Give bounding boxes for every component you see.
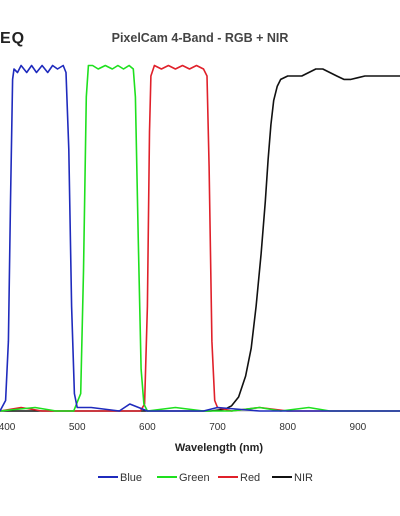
x-tick-label-800: 800 <box>279 422 296 433</box>
x-axis-label: Wavelength (nm) <box>175 442 264 454</box>
legend-label-green: Green <box>179 472 210 484</box>
legend: Blue Green Red NIR <box>98 472 313 484</box>
chart-title: PixelCam 4-Band - RGB + NIR <box>111 31 289 45</box>
series-line-red <box>0 64 400 412</box>
legend-label-blue: Blue <box>120 472 142 484</box>
x-tick-label-700: 700 <box>209 422 226 433</box>
x-tick-label-900: 900 <box>350 422 367 433</box>
logo: EQ <box>0 30 26 47</box>
x-tick-label-600: 600 <box>139 422 156 433</box>
series-lines <box>0 64 400 412</box>
series-line-blue <box>0 64 400 412</box>
legend-label-red: Red <box>240 472 260 484</box>
legend-label-nir: NIR <box>294 472 313 484</box>
x-tick-label-500: 500 <box>69 422 86 433</box>
series-line-green <box>0 64 400 412</box>
x-tick-labels: 400 500 600 700 800 900 <box>0 422 367 433</box>
series-line-nir <box>0 68 400 412</box>
x-tick-label-400: 400 <box>0 422 16 433</box>
